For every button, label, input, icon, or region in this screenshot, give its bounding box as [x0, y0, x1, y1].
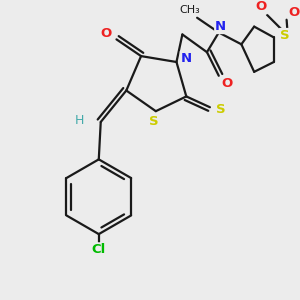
- Text: O: O: [255, 0, 267, 14]
- Text: S: S: [149, 116, 159, 128]
- Text: CH₃: CH₃: [179, 5, 200, 15]
- Text: H: H: [74, 113, 84, 127]
- Text: Cl: Cl: [92, 243, 106, 256]
- Text: N: N: [215, 20, 226, 33]
- Text: N: N: [181, 52, 192, 64]
- Text: S: S: [280, 29, 290, 42]
- Text: O: O: [289, 6, 300, 19]
- Text: O: O: [221, 77, 232, 90]
- Text: S: S: [216, 103, 226, 116]
- Text: O: O: [100, 27, 111, 40]
